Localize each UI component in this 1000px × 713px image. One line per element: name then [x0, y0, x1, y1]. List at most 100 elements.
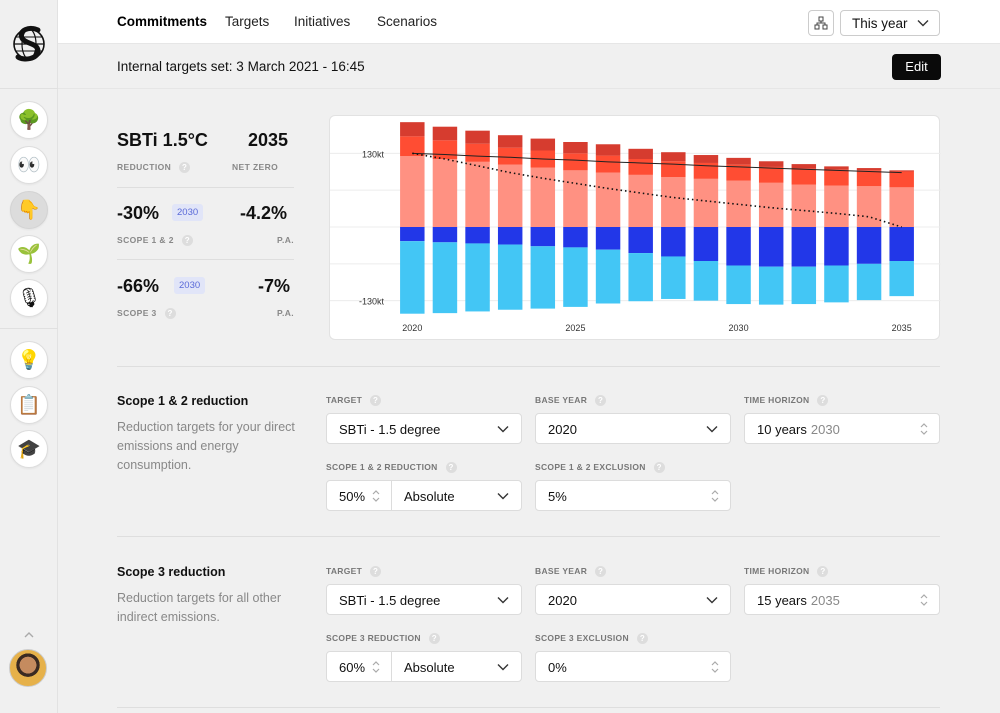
tree-icon[interactable]: 🌳: [10, 101, 48, 139]
help-icon[interactable]: ?: [370, 395, 382, 407]
chevron-up-icon[interactable]: [22, 630, 36, 640]
help-icon[interactable]: ?: [653, 462, 665, 474]
brand-logo[interactable]: [12, 24, 46, 64]
period-select-value: This year: [852, 16, 908, 31]
scope12-exclusion-stepper[interactable]: 5%: [535, 480, 731, 511]
help-icon[interactable]: ?: [181, 235, 193, 247]
tab-initiatives[interactable]: Initiatives: [294, 14, 351, 29]
scope3-reduction-type[interactable]: Absolute: [404, 660, 455, 675]
scope12-horizon-stepper[interactable]: 10 years 2030: [744, 413, 940, 444]
scope12-reduction-type[interactable]: Absolute: [404, 489, 455, 504]
scope12-summary-label: SCOPE 1 & 2?: [117, 235, 193, 247]
stepper-icon[interactable]: [711, 660, 719, 674]
scope3-reduction-label-text: SCOPE 3 REDUCTION: [326, 633, 421, 643]
scope12-reduction-value[interactable]: 50%: [339, 489, 366, 504]
framework-label-text: REDUCTION: [117, 162, 172, 172]
scope12-target-select[interactable]: SBTi - 1.5 degree: [326, 413, 522, 444]
stepper-icon[interactable]: [920, 422, 928, 436]
scope3-horizon-stepper[interactable]: 15 years 2035: [744, 584, 940, 615]
scope3-base-year-select[interactable]: 2020: [535, 584, 731, 615]
chevron-down-icon: [497, 493, 509, 500]
scope3-target-select[interactable]: SBTi - 1.5 degree: [326, 584, 522, 615]
stepper-icon[interactable]: [711, 489, 719, 503]
chart-bar-segment: [628, 174, 653, 227]
chart-bar-segment: [661, 177, 686, 227]
scope12-summary-value: -30%: [117, 203, 160, 223]
help-icon[interactable]: ?: [370, 566, 382, 578]
chart-bar-segment: [889, 170, 914, 172]
scope12-target-label: TARGET?: [326, 395, 382, 407]
chart-x-tick-label: 2025: [565, 323, 585, 333]
scope3-horizon-label-text: TIME HORIZON: [744, 566, 810, 576]
microphone-icon[interactable]: 🎙: [10, 279, 48, 317]
chart-x-tick-label: 2035: [892, 323, 912, 333]
chart-y-tick-label: 130kt: [362, 149, 385, 159]
chart-bar-segment: [824, 185, 849, 227]
lightbulb-icon[interactable]: 💡: [10, 341, 48, 379]
chart-bar-segment: [563, 227, 588, 248]
scope3-horizon-value: 15 years: [757, 593, 807, 608]
chart-bar-segment: [432, 126, 458, 141]
chart-bar-segment: [791, 184, 817, 227]
edit-button[interactable]: Edit: [892, 54, 941, 80]
tab-commitments[interactable]: Commitments: [117, 14, 208, 29]
tab-scenarios[interactable]: Scenarios: [377, 14, 438, 29]
chart-trajectory-line: [412, 152, 902, 228]
chart-bar-segment: [661, 256, 686, 299]
help-icon[interactable]: ?: [595, 566, 607, 578]
org-structure-button[interactable]: [808, 10, 834, 36]
chart-bar-segment: [465, 143, 490, 162]
scope12-reduction-field: 50% Absolute: [326, 480, 522, 511]
chevron-down-icon: [706, 426, 718, 433]
scope3-reduction-value[interactable]: 60%: [339, 660, 366, 675]
help-icon[interactable]: ?: [164, 308, 176, 320]
stepper-icon[interactable]: [372, 489, 380, 503]
scope3-horizon-year: 2035: [810, 593, 840, 608]
chart-bar-segment: [824, 166, 849, 170]
chart-bar-segment: [400, 156, 425, 227]
chart-bar-segment: [824, 227, 849, 266]
scope3-exclusion-stepper[interactable]: 0%: [535, 651, 731, 682]
scope12-base-year-label-text: BASE YEAR: [535, 395, 588, 405]
graduation-cap-icon[interactable]: 🎓: [10, 430, 48, 468]
scope12-base-year-select[interactable]: 2020: [535, 413, 731, 444]
chart-bar-segment: [791, 168, 817, 185]
stepper-icon[interactable]: [372, 660, 380, 674]
chart-bar-segment: [628, 159, 653, 175]
chart-bar-segment: [856, 263, 882, 301]
chart-bar-segment: [693, 178, 719, 227]
help-icon[interactable]: ?: [817, 566, 829, 578]
section-divider: [117, 536, 940, 537]
scope3-exclusion-label: SCOPE 3 EXCLUSION?: [535, 633, 648, 645]
period-select[interactable]: This year: [840, 10, 940, 36]
chart-bar-segment: [497, 135, 523, 148]
summary-divider: [117, 259, 294, 260]
help-icon[interactable]: ?: [428, 633, 440, 645]
pointing-hand-icon[interactable]: 👇: [10, 191, 48, 229]
avatar[interactable]: [9, 649, 47, 687]
chart-bar-segment: [661, 161, 686, 178]
chart-bar-segment: [400, 136, 425, 157]
help-icon[interactable]: ?: [595, 395, 607, 407]
chart-bar-segment: [856, 227, 882, 264]
help-icon[interactable]: ?: [636, 633, 648, 645]
clipboard-icon[interactable]: 📋: [10, 386, 48, 424]
scope12-target-value: SBTi - 1.5 degree: [339, 422, 441, 437]
help-icon[interactable]: ?: [445, 462, 457, 474]
chart-bar-segment: [889, 171, 914, 188]
chart-bar-segment: [758, 182, 784, 227]
seedling-icon[interactable]: 🌱: [10, 235, 48, 273]
help-icon[interactable]: ?: [179, 162, 191, 174]
chart-bar-segment: [889, 187, 914, 227]
stepper-icon[interactable]: [920, 593, 928, 607]
chart-bar-segment: [563, 142, 588, 154]
scope3-year-badge: 2030: [174, 277, 206, 294]
net-zero-label: NET ZERO: [232, 162, 279, 172]
scope12-horizon-year: 2030: [810, 422, 840, 437]
eyes-icon[interactable]: 👀: [10, 146, 48, 184]
targets-set-info: Internal targets set: 3 March 2021 - 16:…: [117, 59, 365, 74]
help-icon[interactable]: ?: [817, 395, 829, 407]
tab-targets[interactable]: Targets: [225, 14, 270, 29]
chart-bar-segment: [465, 161, 490, 227]
top-navigation: Commitments Targets Initiatives Scenario…: [58, 0, 1000, 44]
